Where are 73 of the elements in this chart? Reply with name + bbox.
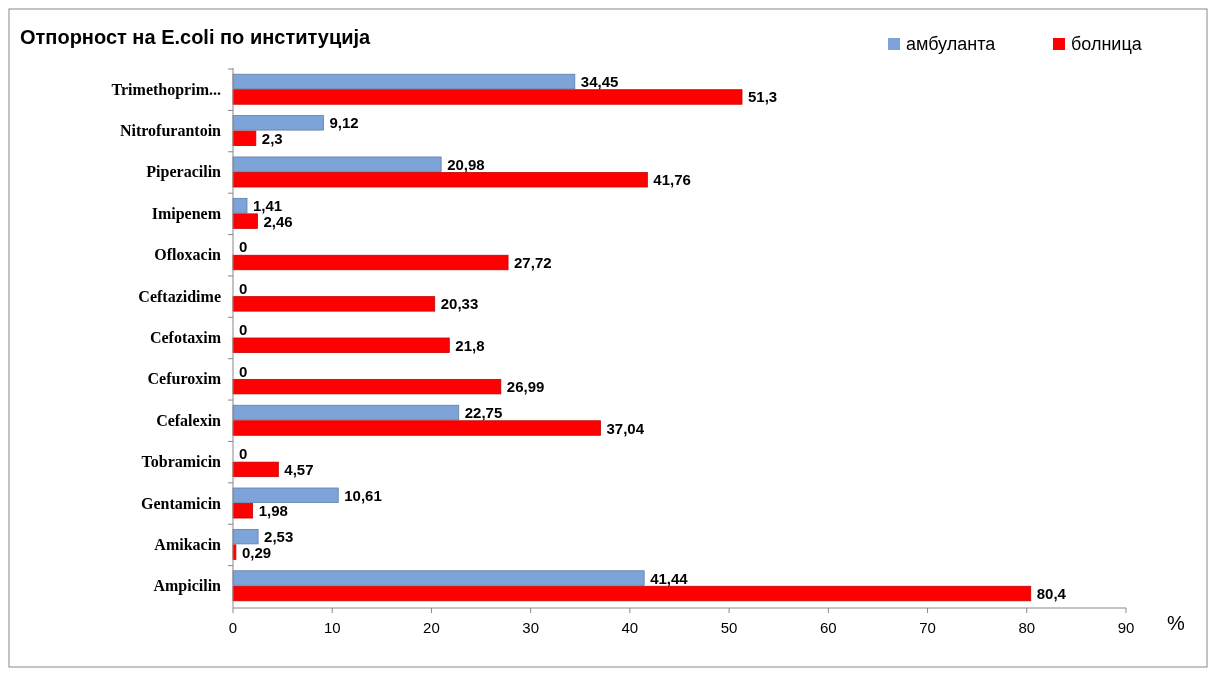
bar — [232, 130, 257, 147]
y-tick-label: Tobramicin — [141, 453, 222, 471]
bar — [232, 404, 460, 421]
bar — [232, 570, 645, 586]
data-label: 2,53 — [264, 528, 294, 546]
data-label: 10,61 — [344, 486, 382, 504]
data-label: 22,75 — [464, 404, 503, 421]
y-tick-label: Cefuroxim — [147, 370, 222, 388]
data-label: 1,98 — [258, 502, 288, 520]
y-tick-label: Amikacin — [154, 535, 222, 553]
y-tick-label: Cefotaxim — [149, 329, 222, 346]
bar — [232, 254, 509, 271]
data-label: 1,41 — [252, 197, 283, 215]
data-label: 34,45 — [580, 72, 619, 90]
y-tick-label: Cefalexin — [156, 411, 222, 429]
y-tick-label: Ofloxacin — [154, 246, 222, 264]
x-tick-label: 0 — [228, 619, 238, 636]
y-tick-label: Ceftazidime — [138, 287, 221, 305]
legend-label: болница — [1071, 34, 1143, 54]
y-tick-label: Gentamicin — [141, 494, 222, 512]
data-label: 80,4 — [1036, 585, 1067, 603]
legend-label: амбуланта — [906, 34, 997, 54]
bar — [232, 172, 648, 188]
bar — [232, 73, 576, 90]
bar — [232, 213, 258, 229]
y-tick-label: Nitrofurantoin — [119, 122, 222, 140]
bar — [232, 378, 502, 395]
x-tick-label: 20 — [423, 619, 440, 636]
data-label: 27,72 — [514, 254, 552, 271]
data-label: 0 — [239, 445, 248, 463]
data-label: 2,3 — [261, 129, 283, 147]
data-label: 0 — [239, 279, 248, 297]
bar — [232, 528, 259, 545]
bar — [232, 487, 339, 503]
x-tick-label: 10 — [323, 619, 341, 636]
data-label: 21,8 — [455, 336, 485, 354]
x-tick-label: 90 — [1117, 619, 1135, 636]
data-label: 0,29 — [241, 543, 272, 561]
data-label: 4,57 — [284, 460, 314, 478]
data-label: 37,04 — [606, 419, 645, 437]
x-axis-title: % — [1167, 612, 1186, 634]
bar — [232, 585, 1032, 602]
bar — [232, 461, 279, 478]
y-tick-label: Ampicilin — [153, 577, 222, 596]
x-tick-label: 60 — [819, 619, 837, 636]
data-label: 2,46 — [263, 212, 293, 230]
bar — [232, 197, 248, 214]
data-label: 0 — [239, 321, 248, 339]
y-tick-label: Imipenem — [151, 204, 222, 223]
bar — [232, 89, 743, 105]
data-label: 41,44 — [650, 569, 689, 587]
data-label: 9,12 — [329, 114, 359, 132]
chart-title: Отпорност на E.coli по институција — [20, 26, 372, 48]
x-tick-label: 50 — [720, 619, 738, 636]
x-tick-label: 70 — [919, 619, 936, 636]
y-tick-label: Piperacilin — [146, 163, 222, 182]
x-tick-label: 30 — [522, 619, 540, 636]
y-tick-label: Trimethoprim... — [111, 80, 221, 99]
bar — [232, 337, 450, 353]
data-label: 41,76 — [653, 171, 691, 189]
x-tick-label: 40 — [621, 619, 639, 636]
data-label: 26,99 — [506, 378, 545, 396]
data-label: 20,33 — [440, 295, 479, 313]
data-label: 0 — [239, 362, 248, 380]
data-label: 51,3 — [748, 88, 778, 106]
bar — [232, 503, 254, 519]
x-tick-label: 80 — [1018, 619, 1036, 636]
data-label: 20,98 — [447, 155, 485, 173]
bar — [232, 115, 324, 131]
data-label: 0 — [239, 238, 248, 256]
bar — [232, 420, 601, 436]
bar — [232, 156, 442, 172]
bar — [232, 296, 436, 312]
